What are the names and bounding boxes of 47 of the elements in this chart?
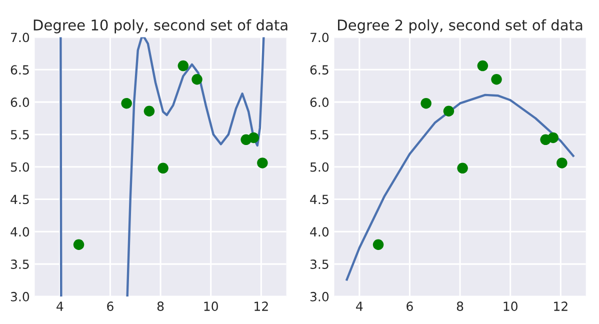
point	[257, 158, 268, 168]
point	[548, 132, 558, 144]
line-series	[346, 94, 574, 281]
y-tick-label: 7.0	[310, 32, 329, 42]
point	[372, 239, 384, 250]
y-tick-label: 6.5	[310, 65, 328, 75]
y-tick-label: 4.5	[310, 194, 328, 204]
y-tick-label: 3.5	[310, 260, 328, 269]
y-tick-label: 7.0	[11, 32, 30, 42]
point	[144, 106, 155, 117]
point	[178, 60, 189, 72]
x-tick-label: 8	[157, 302, 164, 311]
x-tick-label: 12	[254, 302, 268, 311]
point	[477, 60, 488, 72]
x-tick-label: 10	[204, 302, 218, 311]
point	[491, 74, 502, 85]
x-tick-label: 6	[107, 302, 114, 311]
y-tick-label: 4.5	[10, 194, 29, 204]
x-tick-label: 4	[56, 302, 64, 311]
point	[248, 132, 259, 144]
x-tick-label: 6	[406, 302, 413, 311]
y-tick-label: 5.0	[10, 162, 30, 172]
x-tick-label: 12	[554, 302, 568, 311]
x-tick-label: 10	[504, 302, 518, 311]
point	[457, 162, 468, 174]
y-tick-label: 6.5	[10, 65, 29, 75]
y-tick-label: 3.5	[10, 260, 29, 269]
y-tick-label: 6.0	[10, 98, 30, 107]
x-tick-label: 8	[456, 302, 464, 311]
point	[443, 106, 454, 117]
chart-title: Degree 10 poly, second set of data	[34, 19, 288, 34]
y-tick-label: 6.0	[310, 98, 329, 107]
y-tick-label: 3.0	[310, 292, 329, 302]
y-tick-label: 3.0	[10, 292, 30, 302]
x-tick-label: 4	[356, 302, 363, 311]
y-tick-label: 4.0	[10, 227, 30, 237]
chart-title: Degree 2 poly, second set of data	[338, 19, 582, 34]
y-tick-label: 4.0	[310, 227, 329, 237]
y-tick-label: 5.5	[10, 130, 29, 140]
point	[420, 98, 432, 109]
y-tick-label: 5.0	[310, 162, 329, 172]
point	[192, 74, 202, 85]
point	[556, 158, 568, 168]
point	[158, 162, 168, 174]
point	[121, 98, 132, 109]
point	[73, 239, 84, 250]
y-tick-label: 5.5	[310, 130, 328, 140]
